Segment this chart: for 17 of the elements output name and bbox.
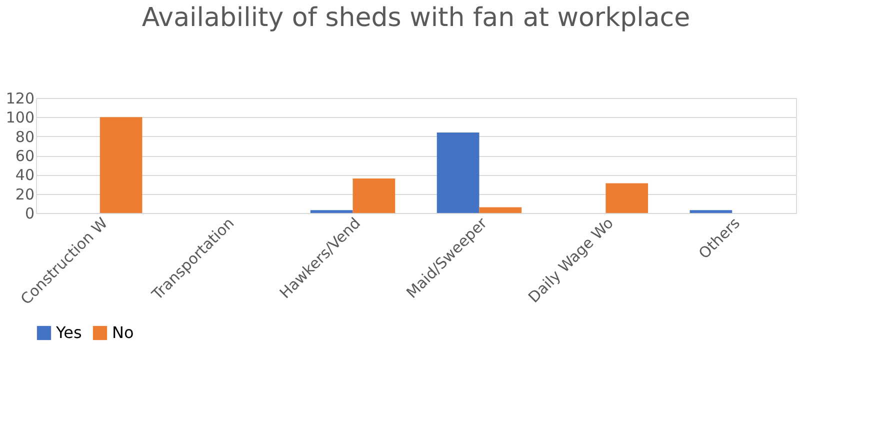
y-tick-label: 60 bbox=[15, 147, 34, 165]
y-tick-label: 40 bbox=[15, 166, 34, 184]
bar bbox=[352, 178, 396, 213]
chart-title: Availability of sheds with fan at workplace bbox=[142, 3, 690, 33]
bar bbox=[310, 210, 353, 213]
legend-label: No bbox=[112, 323, 134, 342]
bar bbox=[690, 210, 732, 213]
y-tick-label: 120 bbox=[6, 90, 34, 108]
legend-label: Yes bbox=[55, 323, 82, 342]
y-tick-label: 80 bbox=[15, 128, 34, 146]
y-tick-label: 0 bbox=[24, 204, 34, 222]
bar bbox=[436, 132, 480, 213]
bar bbox=[606, 183, 648, 213]
bar bbox=[479, 207, 522, 213]
y-tick-label: 20 bbox=[15, 185, 34, 204]
y-tick-label: 100 bbox=[6, 108, 34, 127]
bar bbox=[100, 117, 142, 213]
